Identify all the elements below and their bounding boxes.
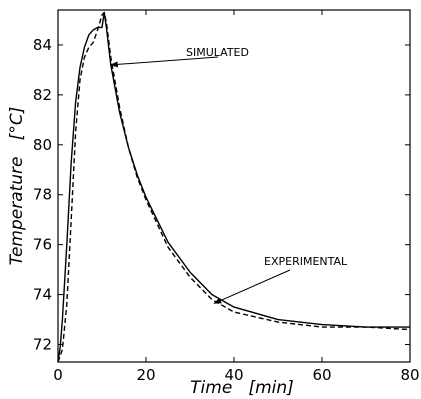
y-tick-label: 78	[33, 186, 52, 204]
series-layer	[57, 11, 411, 363]
y-tick-label: 84	[33, 36, 52, 54]
x-tick-label: 40	[224, 366, 243, 384]
y-tick-label: 80	[33, 136, 52, 154]
x-tick-label: 0	[53, 366, 63, 384]
annotations-layer: SIMULATED EXPERIMENTAL	[109, 46, 348, 304]
y-tick-label: 82	[33, 86, 52, 104]
x-tick-label: 60	[312, 366, 331, 384]
series-line-simulated	[57, 11, 410, 363]
y-tick-label: 74	[33, 286, 52, 304]
annotation-simulated: SIMULATED	[186, 46, 249, 59]
annotation-arrow-simulated	[109, 56, 219, 68]
y-axis-title: Temperature [°C]	[7, 107, 27, 266]
ticks-layer: 0 20 40 60 80 72 74 76 78 80 82 84	[33, 10, 420, 384]
y-tick-label: 72	[33, 336, 52, 354]
x-axis-title: Time [min]	[190, 378, 294, 398]
x-tick-label: 20	[136, 366, 155, 384]
x-tick-label: 80	[400, 366, 419, 384]
annotation-experimental: EXPERIMENTAL	[264, 255, 348, 268]
annotation-arrow-experimental	[213, 269, 291, 304]
series-line-experimental	[57, 11, 411, 363]
y-tick-label: 76	[33, 236, 52, 254]
